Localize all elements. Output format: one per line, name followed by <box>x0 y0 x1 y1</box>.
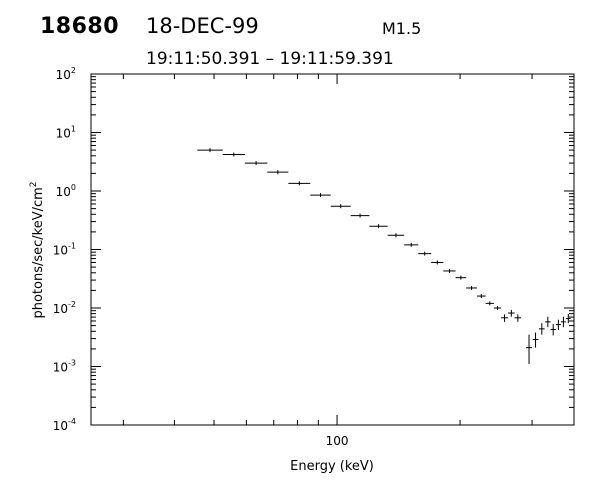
y-tick-label-exponent: -1 <box>68 242 76 251</box>
y-tick-label-base: 10 <box>56 127 71 141</box>
y-tick-label-base: 10 <box>53 244 68 258</box>
data-point <box>466 285 477 290</box>
data-point <box>431 260 444 265</box>
data-points <box>197 148 571 365</box>
data-point <box>267 170 289 175</box>
data-point <box>550 324 556 336</box>
time-range-label: 19:11:50.391 – 19:11:59.391 <box>146 49 394 69</box>
data-point <box>244 161 268 166</box>
data-point <box>545 316 551 328</box>
plot-frame <box>90 73 575 426</box>
data-point <box>476 294 486 299</box>
y-tick-label-base: 10 <box>56 68 71 82</box>
data-point <box>387 233 405 238</box>
x-axis-label: Energy (keV) <box>290 459 374 474</box>
data-point <box>330 204 351 209</box>
y-tick-label-exponent: 2 <box>71 66 76 75</box>
y-tick-label-base: 10 <box>53 419 68 433</box>
y-tick-label-exponent: -3 <box>68 359 76 368</box>
data-point <box>501 314 509 322</box>
y-axis-label-text: photons/sec/keV/cm <box>31 187 46 318</box>
data-point <box>555 319 561 331</box>
data-point <box>197 148 223 153</box>
x-tick-labels: 100 <box>326 434 349 448</box>
event-date-label: 18-DEC-99 <box>146 14 259 38</box>
y-axis-label: photons/sec/keV/cm2 <box>29 181 46 318</box>
y-axis-label-exponent: 2 <box>29 181 39 187</box>
y-tick-label-base: 10 <box>53 361 68 375</box>
y-tick-label: 100 <box>56 183 76 199</box>
x-tick-label: 100 <box>326 434 349 448</box>
y-tick-label-exponent: 1 <box>71 125 76 134</box>
data-point <box>485 301 494 306</box>
y-tick-label: 101 <box>56 125 76 141</box>
event-id-label: 18680 <box>40 14 120 39</box>
y-tick-label: 10-4 <box>53 417 76 433</box>
data-point <box>288 181 311 186</box>
data-point <box>508 309 515 317</box>
data-point <box>404 242 419 247</box>
data-point <box>532 332 539 348</box>
y-tick-label-base: 10 <box>56 185 71 199</box>
data-point <box>560 316 566 328</box>
y-tick-label-exponent: -4 <box>68 417 76 426</box>
data-point <box>222 152 245 157</box>
y-tick-label-exponent: -2 <box>68 300 76 309</box>
axis-ticks <box>91 73 574 426</box>
data-point <box>455 275 467 280</box>
y-tick-label: 10-2 <box>53 300 76 316</box>
data-point <box>493 306 502 310</box>
data-point <box>539 323 545 335</box>
data-point <box>310 193 331 198</box>
data-point <box>526 334 533 365</box>
data-point <box>369 224 388 229</box>
y-tick-label: 102 <box>56 66 76 82</box>
data-point <box>514 314 522 322</box>
data-point <box>350 213 370 218</box>
data-point <box>418 251 432 256</box>
y-tick-label-base: 10 <box>53 302 68 316</box>
y-tick-label: 10-1 <box>53 242 76 258</box>
flare-class-label: M1.5 <box>382 19 422 38</box>
y-tick-label: 10-3 <box>53 359 76 375</box>
data-point <box>443 268 456 273</box>
y-tick-label-exponent: 0 <box>71 183 76 192</box>
data-point <box>565 313 571 324</box>
